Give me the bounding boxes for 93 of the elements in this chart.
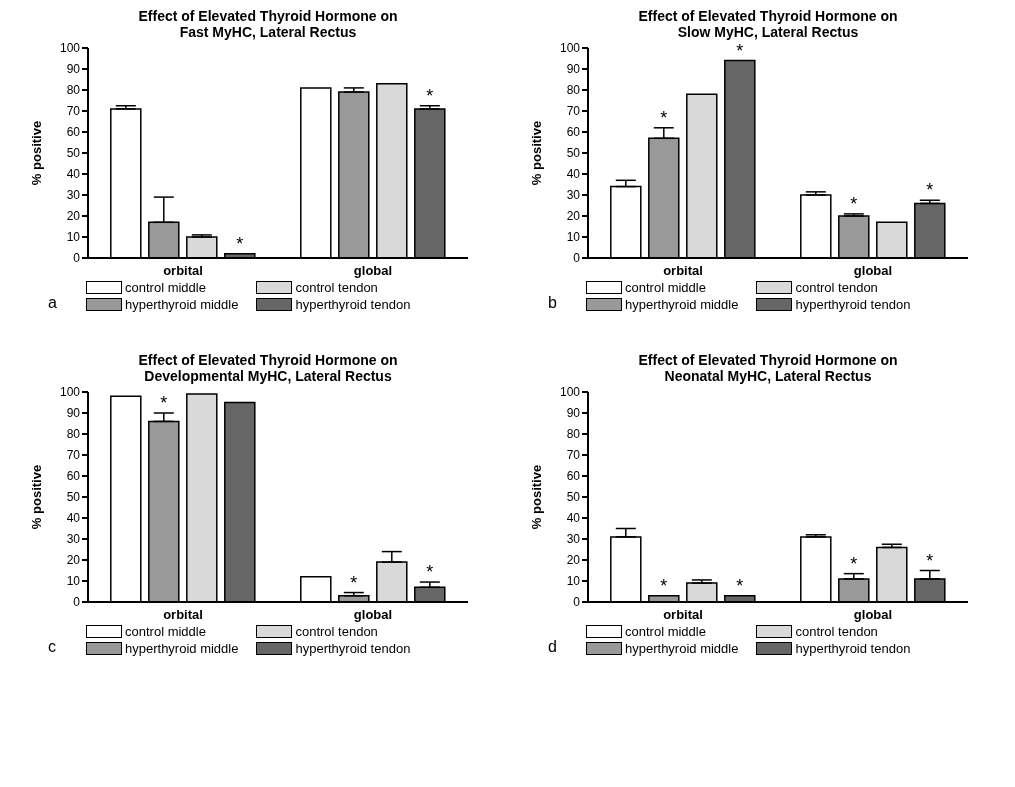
y-axis-title: % positive [528,120,544,186]
data-label: * [160,393,168,413]
y-tick-label: 40 [566,167,581,182]
y-tick-label: 70 [566,104,581,119]
legend-label: hyperthyroid middle [625,297,739,312]
text: c [48,638,57,656]
chart-title: Effect of Elevated Thyroid Hormone on Developmental MyHC, Lateral Rectus [137,352,399,384]
y-tick-label: 60 [566,125,581,140]
x-tick-label: global [853,607,893,623]
legend-label: control middle [125,280,206,295]
data-label: * [426,85,434,106]
data-label: * [236,233,244,254]
y-tick-label: 30 [566,532,581,547]
y-tick-label: 70 [66,104,81,119]
y-tick-label: 10 [566,230,581,245]
y-tick-label: 10 [566,574,581,589]
chart-title: Effect of Elevated Thyroid Hormone on Fast MyHC, Lateral Rectus [137,8,399,40]
y-tick-label: 60 [566,469,581,484]
y-tick-label: 30 [66,188,81,203]
x-tick-label: global [853,263,893,279]
data-label: * [350,572,358,593]
data-label: * [660,107,668,128]
data-label: * [736,575,744,596]
y-tick-label: 90 [66,406,81,421]
data-label: * [850,193,858,214]
data-label: * [850,553,858,574]
y-tick-label: 20 [66,209,81,224]
y-tick-label: 10 [66,574,81,589]
chart-title: Effect of Elevated Thyroid Hormone on Neonatal MyHC, Lateral Rectus [637,352,899,384]
y-tick-label: 0 [573,595,581,610]
legend-label: control middle [125,624,206,639]
x-tick-label: orbital [663,263,703,279]
y-tick-label: 30 [566,188,581,203]
y-tick-label: 80 [566,83,581,98]
data-label: * [660,575,668,596]
x-tick-label: global [353,607,393,623]
data-label: * [426,562,434,583]
text: d [548,638,558,656]
y-tick-label: 30 [66,532,81,547]
y-tick-label: 70 [566,448,581,463]
text: a [48,294,58,312]
legend-label: hyperthyroid middle [125,641,239,656]
y-tick-label: 0 [573,251,581,266]
x-tick-label: global [353,263,393,279]
y-tick-label: 40 [566,511,581,526]
y-tick-label: 50 [66,490,81,505]
legend-label: hyperthyroid middle [125,297,239,312]
y-tick-label: 80 [66,83,81,98]
y-tick-label: 90 [566,406,581,421]
y-tick-label: 100 [59,385,81,400]
text: b [548,294,558,312]
legend-label: hyperthyroid tendon [795,641,911,656]
y-tick-label: 90 [566,62,581,77]
legend-label: hyperthyroid tendon [295,641,411,656]
y-tick-label: 10 [66,230,81,245]
y-tick-label: 80 [566,427,581,442]
y-tick-label: 50 [566,490,581,505]
y-axis-title: % positive [528,464,544,530]
y-tick-label: 0 [73,251,81,266]
data-label: * [736,40,744,61]
y-tick-label: 100 [559,385,581,400]
y-tick-label: 20 [66,553,81,568]
legend-label: control tendon [795,624,878,639]
y-tick-label: 60 [66,469,81,484]
y-axis-title: % positive [28,120,44,186]
y-tick-label: 50 [66,146,81,161]
y-tick-label: 60 [66,125,81,140]
y-tick-label: 20 [566,553,581,568]
legend-label: hyperthyroid tendon [295,297,411,312]
x-tick-label: orbital [663,607,703,623]
y-tick-label: 100 [559,41,581,56]
legend-label: hyperthyroid middle [625,641,739,656]
legend-label: control middle [625,624,706,639]
legend-label: hyperthyroid tendon [795,297,911,312]
legend-label: control tendon [295,624,378,639]
legend-label: control tendon [295,280,378,295]
x-tick-label: orbital [163,607,203,623]
data-label: * [926,180,934,201]
y-tick-label: 80 [66,427,81,442]
data-label: * [926,550,934,571]
y-tick-label: 40 [66,511,81,526]
chart-title: Effect of Elevated Thyroid Hormone on Slow MyHC, Lateral Rectus [637,8,899,40]
y-axis-title: % positive [28,464,44,530]
y-tick-label: 20 [566,209,581,224]
x-tick-label: orbital [163,263,203,279]
y-tick-label: 0 [73,595,81,610]
y-tick-label: 90 [66,62,81,77]
legend-label: control tendon [795,280,878,295]
y-tick-label: 50 [566,146,581,161]
y-tick-label: 100 [59,41,81,56]
y-tick-label: 70 [66,448,81,463]
legend-label: control middle [625,280,706,295]
y-tick-label: 40 [66,167,81,182]
